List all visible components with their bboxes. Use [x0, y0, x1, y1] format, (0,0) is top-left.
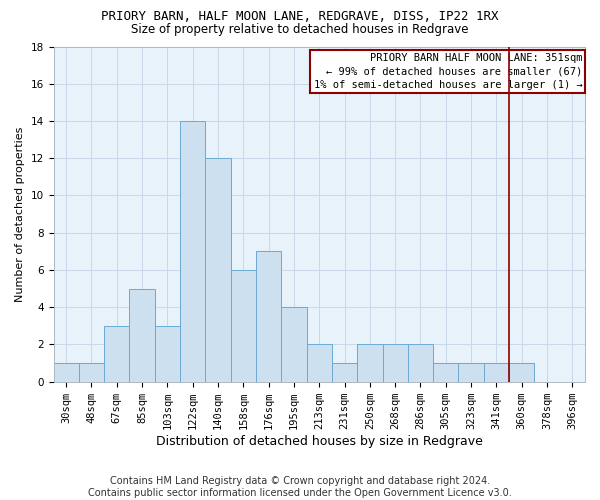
Text: PRIORY BARN, HALF MOON LANE, REDGRAVE, DISS, IP22 1RX: PRIORY BARN, HALF MOON LANE, REDGRAVE, D…: [101, 10, 499, 23]
Text: PRIORY BARN HALF MOON LANE: 351sqm
← 99% of detached houses are smaller (67)
1% : PRIORY BARN HALF MOON LANE: 351sqm ← 99%…: [314, 53, 583, 90]
Bar: [458, 363, 484, 382]
Bar: [130, 288, 155, 382]
Bar: [155, 326, 180, 382]
Bar: [509, 363, 535, 382]
Bar: [484, 363, 509, 382]
Bar: [180, 121, 205, 382]
Bar: [104, 326, 130, 382]
Bar: [383, 344, 408, 382]
Bar: [281, 307, 307, 382]
Bar: [408, 344, 433, 382]
Bar: [230, 270, 256, 382]
Bar: [79, 363, 104, 382]
Bar: [205, 158, 230, 382]
Text: Size of property relative to detached houses in Redgrave: Size of property relative to detached ho…: [131, 22, 469, 36]
Bar: [357, 344, 383, 382]
Bar: [433, 363, 458, 382]
Y-axis label: Number of detached properties: Number of detached properties: [15, 126, 25, 302]
X-axis label: Distribution of detached houses by size in Redgrave: Distribution of detached houses by size …: [156, 434, 483, 448]
Bar: [256, 252, 281, 382]
Bar: [332, 363, 357, 382]
Bar: [53, 363, 79, 382]
Text: Contains HM Land Registry data © Crown copyright and database right 2024.
Contai: Contains HM Land Registry data © Crown c…: [88, 476, 512, 498]
Bar: [307, 344, 332, 382]
